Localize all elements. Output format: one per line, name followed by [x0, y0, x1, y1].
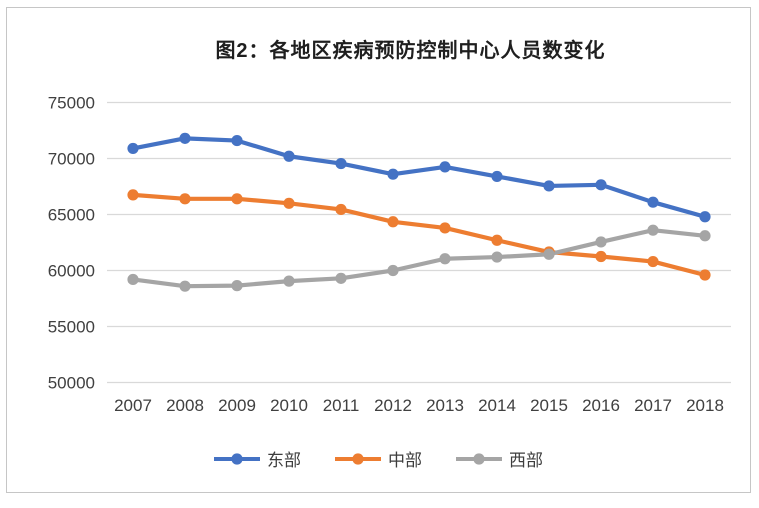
line-marker-icon — [214, 452, 260, 465]
svg-text:2011: 2011 — [323, 396, 360, 415]
svg-text:2012: 2012 — [374, 396, 412, 415]
svg-text:65000: 65000 — [48, 206, 95, 225]
svg-text:2007: 2007 — [114, 396, 152, 415]
svg-text:50000: 50000 — [48, 374, 95, 393]
svg-text:2010: 2010 — [270, 396, 308, 415]
chart-card: 图2：各地区疾病预防控制中心人员数变化 75000 70000 65000 60000… — [6, 7, 751, 493]
svg-text:70000: 70000 — [48, 150, 95, 169]
svg-text:2013: 2013 — [426, 396, 464, 415]
svg-text:2014: 2014 — [478, 396, 516, 415]
line-marker-icon — [456, 452, 502, 465]
svg-text:2016: 2016 — [582, 396, 620, 415]
svg-text:2018: 2018 — [686, 396, 724, 415]
svg-text:2008: 2008 — [166, 396, 204, 415]
chart-title: 图2：各地区疾病预防控制中心人员数变化 — [215, 40, 606, 62]
svg-text:55000: 55000 — [48, 318, 95, 337]
line-marker-icon — [335, 452, 381, 465]
svg-text:60000: 60000 — [48, 262, 95, 281]
legend: 东部 中部 西部 — [7, 446, 750, 471]
svg-text:2015: 2015 — [530, 396, 568, 415]
svg-text:2009: 2009 — [218, 396, 256, 415]
legend-label: 东部 — [267, 451, 301, 470]
legend-item-east: 东部 — [214, 446, 301, 471]
plot-area: 75000 70000 65000 60000 55000 50000 2007 2008 20… — [48, 94, 731, 415]
svg-text:2017: 2017 — [634, 396, 672, 415]
legend-item-west: 西部 — [456, 446, 543, 471]
legend-item-central: 中部 — [335, 446, 422, 471]
svg-text:75000: 75000 — [48, 94, 95, 113]
legend-label: 西部 — [509, 451, 543, 470]
legend-label: 中部 — [388, 451, 422, 470]
